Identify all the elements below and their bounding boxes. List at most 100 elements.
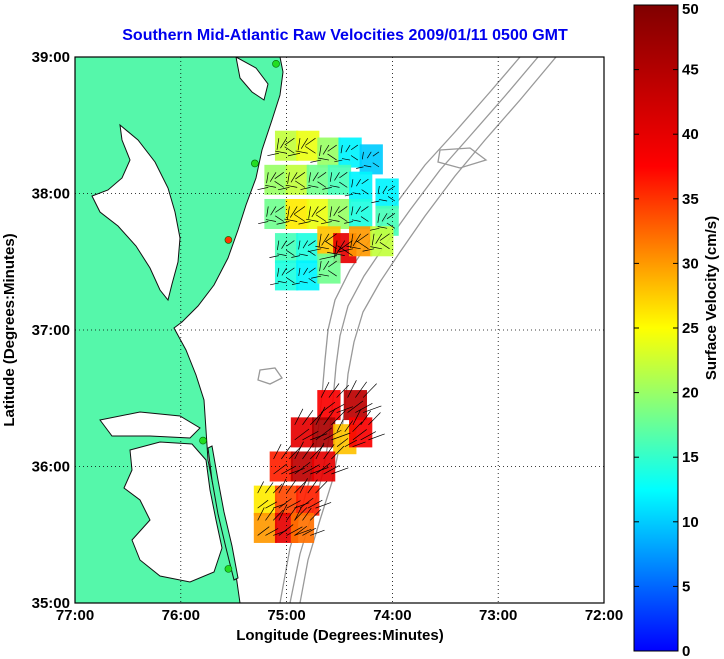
velocity-vector — [331, 467, 349, 475]
velocity-vector — [308, 278, 316, 284]
station-marker — [272, 60, 280, 68]
velocity-cells — [253, 130, 399, 543]
velocity-vector — [308, 240, 316, 247]
velocity-vector — [379, 233, 390, 241]
velocity-vector — [274, 172, 284, 179]
station-marker — [199, 436, 207, 445]
velocity-vector — [382, 185, 388, 194]
velocity-vector — [269, 172, 277, 182]
y-tick-label: 39:00 — [32, 49, 70, 66]
velocity-vector — [318, 273, 329, 277]
velocity-vector — [288, 467, 305, 475]
velocity-vector — [319, 144, 322, 156]
velocity-vector — [275, 206, 284, 213]
velocity-vector — [311, 206, 319, 218]
colorbar-tick-label: 45 — [682, 62, 699, 79]
velocity-vector — [272, 483, 283, 494]
velocity-vector — [308, 185, 319, 188]
velocity-vector — [323, 408, 336, 426]
velocity-vector — [315, 406, 326, 426]
velocity-vector — [372, 162, 380, 168]
x-tick-label: 72:00 — [585, 607, 623, 624]
velocity-vector — [275, 150, 287, 154]
velocity-vector — [334, 159, 343, 163]
velocity-vector — [325, 233, 337, 243]
x-tick-label: 73:00 — [479, 607, 517, 624]
velocity-cell — [349, 226, 373, 257]
velocity-vector — [310, 159, 322, 163]
velocity-vector — [308, 206, 311, 219]
velocity-vector — [375, 233, 383, 244]
colorbar-tick-label: 20 — [682, 385, 699, 402]
velocity-vector — [280, 138, 287, 149]
velocity-vector — [327, 144, 337, 152]
velocity-vector — [363, 405, 382, 413]
colorbar-ticks: 0 5 10 15 20 25 30 35 40 45 50 — [634, 1, 699, 659]
velocity-vector — [352, 192, 361, 195]
velocity-vector — [311, 275, 322, 279]
velocity-cell — [359, 144, 383, 175]
velocity-vector — [257, 507, 265, 521]
velocity-vector — [286, 277, 295, 284]
x-tick-label: 77:00 — [56, 607, 94, 624]
velocity-vector — [277, 253, 287, 256]
chart-title: Southern Mid-Atlantic Raw Velocities 200… — [122, 27, 568, 44]
velocity-vector — [294, 506, 302, 521]
velocity-cell — [349, 417, 373, 448]
velocity-vector — [274, 180, 284, 188]
velocity-vector — [319, 255, 338, 260]
velocity-vector — [270, 282, 279, 286]
velocity-cell — [317, 390, 341, 421]
x-tick-label: 75:00 — [267, 607, 305, 624]
velocity-vector — [347, 400, 364, 413]
velocity-vector — [304, 146, 316, 154]
velocity-vector — [294, 502, 310, 509]
velocity-vector — [347, 380, 357, 398]
velocity-vector — [336, 419, 344, 432]
velocity-vector — [265, 219, 277, 222]
velocity-vector — [339, 181, 348, 188]
velocity-vector — [277, 187, 290, 191]
velocity-vector — [328, 403, 345, 413]
velocity-vector — [257, 481, 264, 494]
velocity-vector — [320, 381, 330, 398]
velocity-vector — [309, 509, 322, 521]
velocity-vector — [307, 248, 322, 253]
velocity-vector — [291, 255, 301, 258]
velocity-vector — [286, 500, 301, 509]
velocity-vector — [294, 528, 312, 536]
velocity-cell — [285, 198, 309, 229]
velocity-vector — [298, 253, 308, 256]
velocity-vector — [327, 153, 337, 161]
velocity-vector — [302, 507, 312, 521]
velocity-vector — [278, 478, 287, 494]
velocity-vector — [331, 445, 345, 460]
velocity-vector — [298, 221, 311, 225]
velocity-vector — [381, 213, 388, 222]
velocity-vector — [323, 465, 340, 475]
velocity-vector — [310, 467, 329, 475]
colorbar-tick-label: 40 — [682, 126, 699, 143]
velocity-vector — [345, 144, 351, 153]
velocity-vector — [287, 172, 290, 184]
velocity-vector — [323, 429, 342, 441]
velocity-vector — [293, 213, 306, 222]
velocity-vector — [315, 206, 327, 214]
velocity-vector — [300, 138, 309, 149]
velocity-vector — [278, 498, 292, 509]
colorbar-tick-label: 10 — [682, 514, 699, 531]
velocity-vector — [302, 443, 315, 460]
velocity-cell — [290, 417, 315, 448]
velocity-vector — [344, 439, 358, 448]
velocity-vector — [356, 240, 369, 250]
velocity-vector — [346, 245, 361, 250]
velocity-vector — [324, 240, 337, 250]
velocity-vector — [287, 206, 290, 220]
velocity-vector — [275, 215, 284, 222]
velocity-vector — [284, 146, 295, 154]
velocity-vector — [312, 172, 319, 182]
velocity-cell — [370, 226, 394, 257]
velocity-vector — [336, 406, 354, 413]
velocity-cell — [349, 198, 373, 229]
